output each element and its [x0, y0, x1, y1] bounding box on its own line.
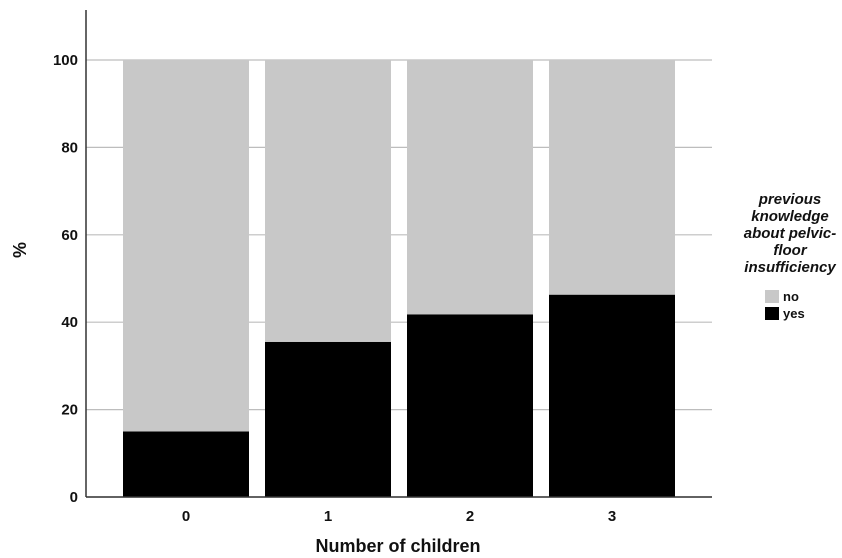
- x-tick-label: 0: [182, 508, 190, 525]
- legend-items: no yes: [765, 289, 805, 321]
- legend-title-line: knowledge: [751, 208, 829, 225]
- bar-no-3: [549, 60, 675, 295]
- x-tick-label: 2: [466, 508, 474, 525]
- legend-title-line: insufficiency: [744, 259, 836, 276]
- y-tick-label: 20: [61, 402, 78, 419]
- bars: [123, 60, 675, 497]
- legend-title-line: previous: [758, 191, 822, 208]
- x-tick-label: 1: [324, 508, 332, 525]
- bar-yes-1: [265, 341, 391, 497]
- y-tick-label: 0: [70, 489, 78, 506]
- bar-no-2: [407, 60, 533, 315]
- legend-label-yes: yes: [783, 306, 805, 321]
- bar-yes-3: [549, 294, 675, 497]
- axes: [85, 10, 712, 498]
- legend-label-no: no: [783, 289, 799, 304]
- y-tick-labels: 0 20 40 60 80 100: [53, 52, 78, 506]
- y-tick-label: 40: [61, 314, 78, 331]
- legend-title-line: about pelvic-: [744, 225, 837, 242]
- bar-yes-0: [123, 431, 249, 497]
- x-tick-labels: 0 1 2 3: [182, 508, 616, 525]
- y-axis-title: %: [10, 242, 30, 258]
- bar-no-1: [265, 60, 391, 342]
- y-tick-label: 100: [53, 52, 78, 69]
- bar-no-0: [123, 60, 249, 432]
- y-tick-label: 60: [61, 227, 78, 244]
- bar-yes-2: [407, 314, 533, 497]
- legend-title-line: floor: [773, 242, 807, 259]
- legend-swatch-no: [765, 290, 779, 303]
- x-axis-title: Number of children: [315, 536, 480, 556]
- y-tick-label: 80: [61, 139, 78, 156]
- legend-swatch-yes: [765, 307, 779, 320]
- x-tick-label: 3: [608, 508, 616, 525]
